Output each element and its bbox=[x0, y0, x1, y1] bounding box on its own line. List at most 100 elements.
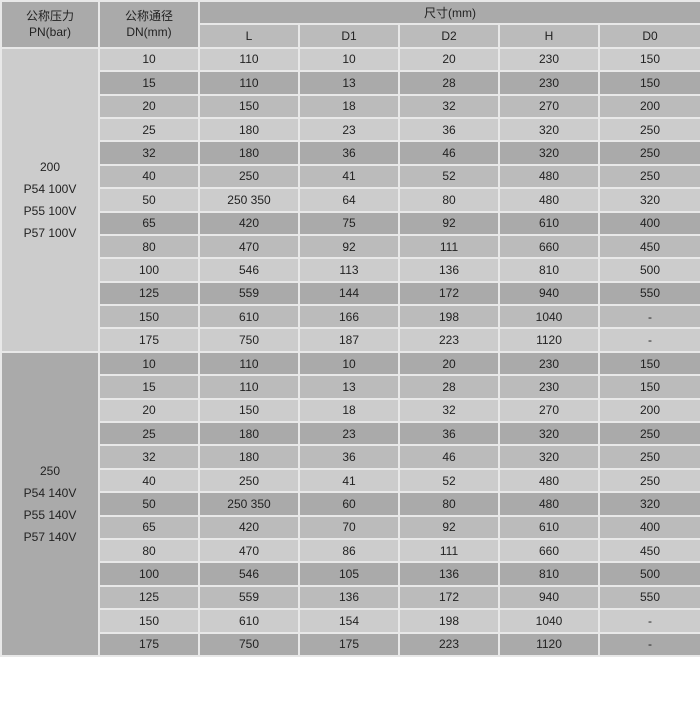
cell-dn: 100 bbox=[98, 561, 200, 587]
cell-l: 546 bbox=[198, 257, 300, 283]
dn-header: 公称通径 DN(mm) bbox=[98, 0, 200, 49]
cell-dn: 50 bbox=[98, 491, 200, 517]
pressure-rating-cell: 250 P54 140V P55 140V P57 140V bbox=[0, 350, 100, 657]
cell-h: 1040 bbox=[498, 304, 600, 330]
cell-h: 1040 bbox=[498, 608, 600, 634]
cell-h: 270 bbox=[498, 93, 600, 119]
cell-d1: 23 bbox=[298, 421, 400, 447]
cell-h: 270 bbox=[498, 397, 600, 424]
cell-d1: 60 bbox=[298, 491, 400, 517]
dn-label: 公称通径 bbox=[124, 9, 173, 24]
col-header-d2: D2 bbox=[398, 23, 500, 49]
cell-d2: 20 bbox=[398, 350, 500, 377]
cell-d0: 500 bbox=[597, 257, 700, 283]
cell-l: 180 bbox=[198, 444, 300, 470]
cell-dn: 125 bbox=[98, 280, 200, 307]
cell-dn: 15 bbox=[98, 374, 200, 400]
cell-l: 470 bbox=[198, 537, 300, 564]
cell-h: 810 bbox=[498, 257, 600, 283]
cell-l: 180 bbox=[198, 421, 300, 447]
cell-dn: 65 bbox=[98, 514, 200, 541]
cell-d2: 80 bbox=[398, 491, 500, 517]
cell-l: 559 bbox=[198, 280, 300, 307]
cell-l: 150 bbox=[198, 93, 300, 119]
cell-d0: 150 bbox=[597, 70, 700, 96]
cell-d1: 175 bbox=[298, 631, 400, 657]
cell-d1: 154 bbox=[298, 608, 400, 634]
cell-d0: 250 bbox=[597, 116, 700, 143]
table-row: 100 546 105 136 810 500 bbox=[1, 561, 700, 587]
cell-h: 230 bbox=[498, 46, 600, 73]
table-row: 175 750 187 223 1120- bbox=[1, 327, 700, 353]
cell-d0: 250 bbox=[597, 467, 700, 494]
cell-dn: 175 bbox=[98, 631, 200, 657]
cell-d1: 64 bbox=[298, 187, 400, 213]
pressure-rating-line: 200 bbox=[39, 159, 61, 174]
cell-d2: 172 bbox=[398, 584, 500, 611]
pressure-rating-line: P57 100V bbox=[23, 225, 77, 240]
cell-l: 180 bbox=[198, 116, 300, 143]
cell-d0: 450 bbox=[597, 233, 700, 260]
cell-d1: 136 bbox=[298, 584, 400, 611]
cell-dn: 25 bbox=[98, 116, 200, 143]
cell-h: 660 bbox=[498, 537, 600, 564]
cell-d2: 198 bbox=[398, 304, 500, 330]
pn-label: 公称压力 bbox=[25, 9, 74, 24]
cell-l: 110 bbox=[198, 70, 300, 96]
table-row: 150 610 166 198 1040- bbox=[1, 304, 700, 330]
cell-d2: 32 bbox=[398, 93, 500, 119]
cell-d0: 200 bbox=[597, 397, 700, 424]
cell-dn: 125 bbox=[98, 584, 200, 611]
cell-d1: 166 bbox=[298, 304, 400, 330]
cell-d2: 172 bbox=[398, 280, 500, 307]
cell-d1: 18 bbox=[298, 93, 400, 119]
table-row: 32 180 36 46 320 250 bbox=[1, 140, 700, 166]
cell-d0: 250 bbox=[597, 140, 700, 166]
cell-h: 660 bbox=[498, 233, 600, 260]
table-row: 20 150 18 32 270 200 bbox=[1, 397, 700, 424]
table-row: 80 470 86 111 660 450 bbox=[1, 537, 700, 564]
cell-d2: 20 bbox=[398, 46, 500, 73]
cell-l: 420 bbox=[198, 514, 300, 541]
cell-dn: 65 bbox=[98, 210, 200, 236]
cell-l: 110 bbox=[198, 374, 300, 400]
cell-dn: 15 bbox=[98, 70, 200, 96]
pressure-rating-line: 250 bbox=[39, 463, 61, 478]
cell-dn: 150 bbox=[98, 304, 200, 330]
cell-d2: 36 bbox=[398, 116, 500, 143]
cell-d2: 46 bbox=[398, 140, 500, 166]
cell-d0: 450 bbox=[597, 537, 700, 564]
cell-dn: 32 bbox=[98, 140, 200, 166]
cell-dn: 40 bbox=[98, 163, 200, 190]
col-header-l: L bbox=[198, 23, 300, 49]
pressure-rating-cell: 200 P54 100V P55 100V P57 100V bbox=[0, 46, 100, 353]
table-row: 80 470 92 111 660 450 bbox=[1, 233, 700, 260]
cell-dn: 10 bbox=[98, 350, 200, 377]
table-row: 65 420 70 92 610 400 bbox=[1, 514, 700, 541]
dn-unit: DN(mm) bbox=[126, 25, 172, 40]
cell-dn: 150 bbox=[98, 608, 200, 634]
cell-d2: 111 bbox=[398, 233, 500, 260]
cell-l: 750 bbox=[198, 327, 300, 353]
cell-l: 150 bbox=[198, 397, 300, 424]
cell-l: 250 350 bbox=[198, 187, 300, 213]
cell-l: 470 bbox=[198, 233, 300, 260]
cell-h: 480 bbox=[498, 467, 600, 494]
cell-h: 1120 bbox=[498, 631, 600, 657]
cell-d1: 92 bbox=[298, 233, 400, 260]
cell-d0: 250 bbox=[597, 421, 700, 447]
cell-d1: 41 bbox=[298, 467, 400, 494]
cell-h: 480 bbox=[498, 491, 600, 517]
table-row: 175 750 175 223 1120- bbox=[1, 631, 700, 657]
cell-d1: 75 bbox=[298, 210, 400, 236]
pressure-rating-line: P54 100V bbox=[23, 181, 77, 196]
pressure-rating-line: P54 140V bbox=[23, 485, 77, 500]
pn-header: 公称压力 PN(bar) bbox=[0, 0, 100, 49]
cell-d2: 198 bbox=[398, 608, 500, 634]
cell-d2: 223 bbox=[398, 327, 500, 353]
cell-h: 940 bbox=[498, 280, 600, 307]
dimensions-header: 尺寸(mm) bbox=[197, 0, 700, 26]
cell-d2: 136 bbox=[398, 257, 500, 283]
cell-h: 810 bbox=[498, 561, 600, 587]
pn-unit: PN(bar) bbox=[28, 25, 71, 40]
